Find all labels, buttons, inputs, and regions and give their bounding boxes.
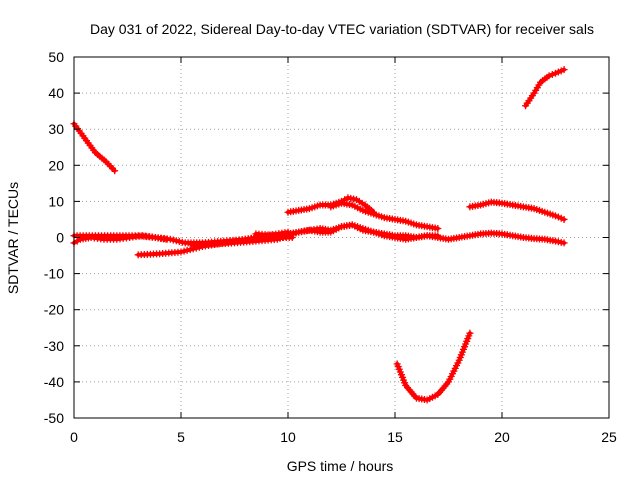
x-tick-label: 10 (280, 429, 296, 445)
data-point (178, 238, 186, 246)
data-point (560, 66, 568, 74)
y-tick-label: 10 (48, 193, 64, 209)
data-point (548, 71, 556, 79)
data-point (169, 236, 177, 244)
y-tick-label: 30 (48, 121, 64, 137)
series-sat-e (188, 221, 442, 249)
series-layer (70, 66, 568, 404)
y-tick-label: 0 (56, 230, 64, 246)
y-tick-label: 50 (48, 49, 64, 65)
x-tick-label: 15 (387, 429, 403, 445)
data-point (166, 235, 174, 243)
data-point (545, 72, 553, 80)
series-sat-a (70, 120, 119, 175)
data-point (180, 247, 188, 255)
x-tick-labels: 0 5 10 15 20 25 (70, 429, 617, 445)
y-axis-title: SDTVAR / TECUs (5, 182, 21, 294)
data-point (183, 246, 191, 254)
data-point (172, 237, 180, 245)
y-tick-label: 40 (48, 85, 64, 101)
x-tick-label: 0 (70, 429, 78, 445)
x-axis-title: GPS time / hours (287, 458, 394, 474)
y-tick-label: -50 (44, 410, 64, 426)
series-sat-k (522, 66, 568, 110)
data-point (466, 329, 474, 337)
y-tick-label: -10 (44, 266, 64, 282)
axis-ticks (73, 56, 610, 419)
data-point (186, 246, 194, 254)
data-point (111, 167, 119, 175)
chart-title: Day 031 of 2022, Sidereal Day-to-day VTE… (90, 21, 594, 37)
data-point (560, 239, 568, 247)
y-tick-label: 20 (48, 157, 64, 173)
series-sat-j (466, 198, 568, 223)
y-tick-label: -40 (44, 374, 64, 390)
series-sat-f (252, 221, 568, 247)
x-tick-label: 20 (494, 429, 510, 445)
series-sat-h (327, 199, 442, 232)
y-tick-label: -20 (44, 302, 64, 318)
data-point (177, 248, 185, 256)
x-tick-label: 25 (601, 429, 617, 445)
y-tick-labels: -50 -40 -30 -20 -10 0 10 20 30 40 50 (44, 49, 64, 426)
y-tick-label: -30 (44, 338, 64, 354)
data-point (175, 237, 183, 245)
data-point (560, 215, 568, 223)
series-sat-i (393, 329, 474, 404)
x-tick-label: 5 (177, 429, 185, 445)
data-point (434, 224, 442, 232)
